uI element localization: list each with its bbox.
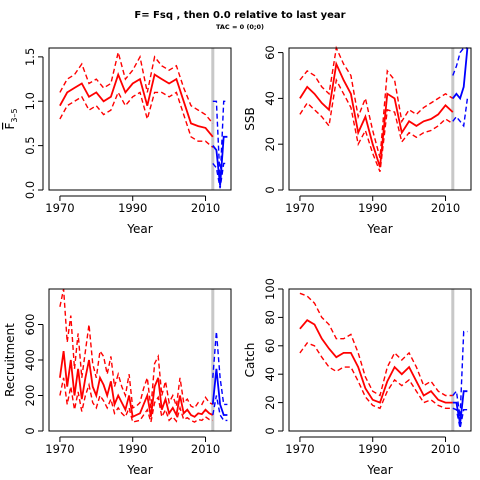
- recruitment-series-projection-upper: [212, 331, 228, 406]
- page-title: F= Fsq , then 0.0 relative to last year: [134, 10, 346, 21]
- fbar-y-tick-label: 0.5: [23, 136, 37, 154]
- recruitment-series-history-upper: [59, 288, 214, 409]
- page-subtitle: TAC = 0 (0;0): [215, 23, 265, 31]
- recruitment-x-tick-label: 2010: [191, 442, 220, 456]
- fbar-y-tick-label: 1.0: [23, 92, 37, 110]
- ssb-x-tick-label: 1990: [358, 201, 387, 215]
- catch-series-history-median: [299, 319, 453, 404]
- recruitment-y-tick-label: 600: [23, 314, 37, 336]
- fbar-x-label: Year: [126, 222, 152, 236]
- fbar-x-tick-label: 1990: [118, 201, 147, 215]
- fbar-y-label: F3–5: [3, 108, 19, 129]
- catch-x-label: Year: [366, 463, 392, 477]
- ssb-y-tick-label: 60: [263, 45, 277, 60]
- ssb-series-history-lower: [299, 77, 454, 172]
- ssb-x-label: Year: [366, 222, 392, 236]
- fbar-x-tick-label: 1970: [45, 201, 74, 215]
- recruitment-series-history-median: [59, 350, 214, 419]
- recruitment-frame: [48, 288, 232, 432]
- catch-frame: [288, 288, 472, 432]
- ssb-y-tick-label: 20: [263, 137, 277, 152]
- catch-series-projection-median: [452, 390, 468, 425]
- catch-y-tick-label: 100: [263, 278, 277, 300]
- catch-x-tick-label: 2010: [431, 442, 460, 456]
- ssb-series-projection-upper: [452, 47, 468, 76]
- recruitment-panel: 1970 1990 2010 Year 0 200 400 600 Recruitment: [3, 288, 232, 477]
- ssb-series-projection-lower: [452, 98, 469, 128]
- ssb-x-tick-label: 2010: [431, 201, 460, 215]
- catch-y-tick-label: 40: [263, 367, 277, 382]
- recruitment-y-tick-label: 200: [23, 385, 37, 407]
- recruitment-x-label: Year: [126, 463, 152, 477]
- catch-x-tick-label: 1990: [358, 442, 387, 456]
- recruitment-y-tick-label: 400: [23, 349, 37, 371]
- recruitment-x-tick-label: 1970: [45, 442, 74, 456]
- catch-series-history-upper: [299, 292, 453, 397]
- catch-y-tick-label: 20: [263, 395, 277, 410]
- fbar-series-history-lower: [59, 90, 214, 148]
- fbar-y-tick-label: 0.0: [23, 181, 37, 199]
- ssb-panel: 1970 1990 2010 Year 0 20 40 60 SSB: [243, 45, 472, 236]
- fbar-x-tick-label: 2010: [191, 201, 220, 215]
- catch-x-tick-label: 1970: [285, 442, 314, 456]
- ssb-y-tick-label: 40: [263, 91, 277, 106]
- fbar-y-tick-label: 1.5: [23, 48, 37, 66]
- recruitment-y-tick-label: 0: [23, 427, 37, 434]
- fbar-panel: 1970 1990 2010 Year 0.0 0.5 1.0 1.5 F3–5: [3, 47, 232, 236]
- ssb-frame: [288, 47, 472, 191]
- fbar-series-projection-upper: [212, 100, 228, 182]
- catch-series-projection-lower: [452, 407, 468, 429]
- recruitment-series-projection-median: [211, 368, 228, 416]
- catch-series-history-lower: [299, 342, 453, 410]
- catch-y-tick-label: 60: [263, 338, 277, 353]
- fbar-series-history-median: [59, 71, 214, 138]
- catch-series-projection-upper: [452, 330, 468, 417]
- catch-panel: 1970 1990 2010 Year 0 20 40 60 80 100 Catch: [243, 278, 472, 477]
- catch-y-tick-label: 80: [263, 310, 277, 325]
- recruitment-y-label: Recruitment: [3, 323, 17, 397]
- fbar-series-projection-lower: [212, 162, 228, 189]
- catch-y-label: Catch: [243, 343, 257, 378]
- fbar-frame: [48, 47, 232, 191]
- catch-y-tick-label: 0: [263, 427, 277, 434]
- recruitment-series-history-lower: [59, 377, 213, 423]
- recruitment-x-tick-label: 1990: [118, 442, 147, 456]
- ssb-series-history-median: [299, 60, 454, 168]
- ssb-x-tick-label: 1970: [285, 201, 314, 215]
- ssb-series-projection-median: [452, 47, 469, 101]
- fbar-series-history-upper: [59, 52, 214, 124]
- ssb-y-label: SSB: [243, 107, 257, 130]
- ssb-y-tick-label: 0: [263, 186, 277, 193]
